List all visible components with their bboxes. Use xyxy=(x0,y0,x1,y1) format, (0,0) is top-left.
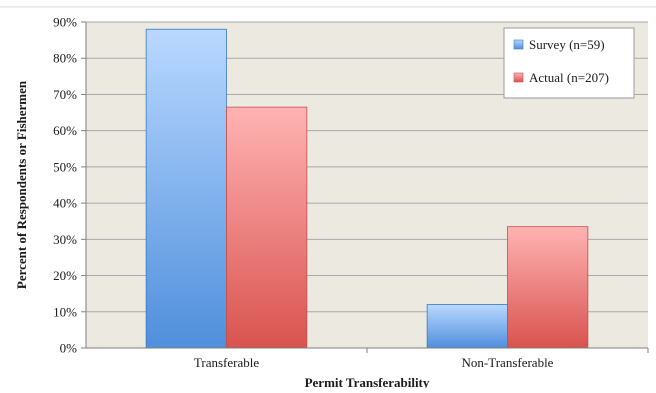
x-category-label: Non-Transferable xyxy=(462,355,554,370)
y-tick-label: 90% xyxy=(53,15,77,30)
legend-box xyxy=(503,27,635,99)
x-category-label: Transferable xyxy=(194,355,259,370)
y-tick-label: 40% xyxy=(53,196,77,211)
y-tick-label: 80% xyxy=(53,51,77,66)
legend-swatch xyxy=(513,72,524,83)
x-axis-title: Permit Transferability xyxy=(305,375,430,388)
y-axis-title: Percent of Respondents or Fishermen xyxy=(14,80,29,289)
y-tick-label: 30% xyxy=(53,232,77,247)
legend: Survey (n=59) Actual (n=207) xyxy=(503,27,635,99)
y-tick-label: 0% xyxy=(60,341,78,356)
bars xyxy=(145,28,589,349)
y-tick-label: 60% xyxy=(53,123,77,138)
legend-swatch xyxy=(513,39,524,50)
bar-survey-non-transferable xyxy=(426,304,508,349)
bar-actual-non-transferable xyxy=(507,226,589,349)
bar-actual-transferable xyxy=(226,106,308,349)
y-tick-label: 50% xyxy=(53,159,77,174)
legend-label: Survey (n=59) xyxy=(529,37,605,52)
legend-label: Actual (n=207) xyxy=(529,70,609,85)
y-tick-label: 70% xyxy=(53,87,77,102)
y-tick-label: 20% xyxy=(53,268,77,283)
axes: 0% 10% 20% 30% 40% 50% 60% 70% 80% 90% Transferabl… xyxy=(53,15,649,370)
bar-survey-transferable xyxy=(145,28,227,349)
y-tick-label: 10% xyxy=(53,304,77,319)
